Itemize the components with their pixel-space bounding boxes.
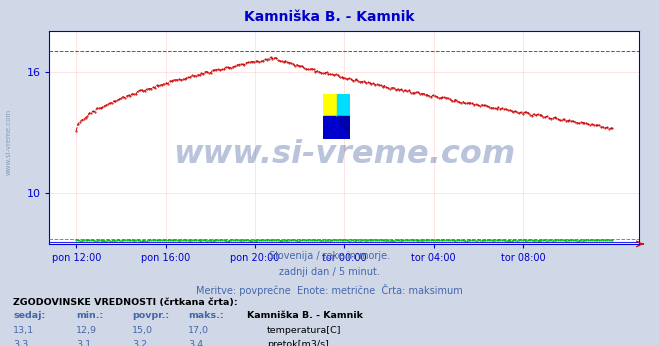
Text: 12,9: 12,9 bbox=[76, 326, 97, 335]
Polygon shape bbox=[337, 94, 351, 116]
Text: maks.:: maks.: bbox=[188, 311, 223, 320]
Text: 13,1: 13,1 bbox=[13, 326, 34, 335]
Text: 3,4: 3,4 bbox=[188, 340, 203, 346]
Bar bbox=[337, 94, 351, 116]
Text: 17,0: 17,0 bbox=[188, 326, 209, 335]
Text: Kamniška B. - Kamnik: Kamniška B. - Kamnik bbox=[244, 10, 415, 24]
Text: sedaj:: sedaj: bbox=[13, 311, 45, 320]
Text: pretok[m3/s]: pretok[m3/s] bbox=[267, 340, 329, 346]
Text: povpr.:: povpr.: bbox=[132, 311, 169, 320]
Bar bbox=[323, 94, 337, 116]
Text: Kamniška B. - Kamnik: Kamniška B. - Kamnik bbox=[247, 311, 363, 320]
Text: Slovenija / reke in morje.: Slovenija / reke in morje. bbox=[269, 251, 390, 261]
Text: www.si-vreme.com: www.si-vreme.com bbox=[173, 139, 515, 170]
Text: ZGODOVINSKE VREDNOSTI (črtkana črta):: ZGODOVINSKE VREDNOSTI (črtkana črta): bbox=[13, 298, 238, 307]
Text: 15,0: 15,0 bbox=[132, 326, 153, 335]
Text: 3,3: 3,3 bbox=[13, 340, 28, 346]
Text: www.si-vreme.com: www.si-vreme.com bbox=[5, 109, 12, 175]
Text: temperatura[C]: temperatura[C] bbox=[267, 326, 341, 335]
Text: 3,2: 3,2 bbox=[132, 340, 147, 346]
Polygon shape bbox=[337, 116, 351, 139]
Text: min.:: min.: bbox=[76, 311, 103, 320]
Text: Meritve: povprečne  Enote: metrične  Črta: maksimum: Meritve: povprečne Enote: metrične Črta:… bbox=[196, 284, 463, 296]
Text: 3,1: 3,1 bbox=[76, 340, 91, 346]
Bar bbox=[323, 116, 351, 139]
Text: zadnji dan / 5 minut.: zadnji dan / 5 minut. bbox=[279, 267, 380, 277]
